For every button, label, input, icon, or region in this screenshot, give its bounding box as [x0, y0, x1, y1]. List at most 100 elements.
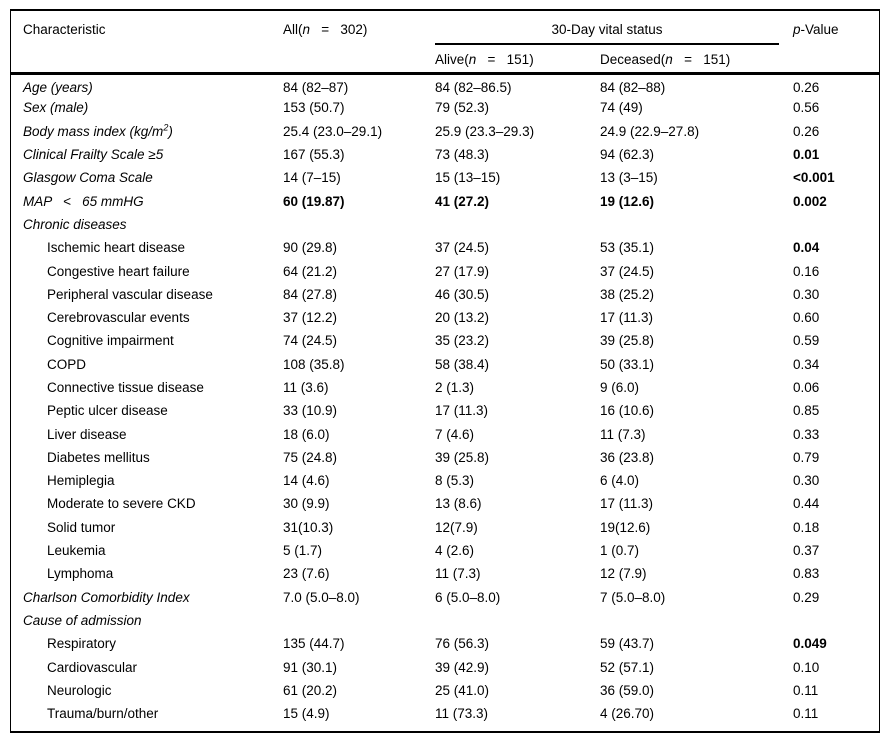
row-label: Congestive heart failure [11, 259, 283, 282]
p-value-cell: 0.60 [793, 310, 820, 326]
alive-value-cell: 58 (38.4) [435, 356, 490, 372]
row-label: Moderate to severe CKD [11, 492, 283, 515]
table-row: Solid tumor 31(10.3) 12(7.9) 19(12.6) 0.18 [11, 516, 879, 539]
alive-value-cell: 41 (27.2) [435, 193, 490, 209]
deceased-value-cell: 1 (0.7) [600, 543, 640, 559]
table-row: Glasgow Coma Scale 14 (7–15) 15 (13–15) 13 … [11, 166, 879, 189]
alive-value-cell: 17 (11.3) [435, 403, 489, 419]
table-header: Characteristic All(n = 302) 30-Day vital… [11, 11, 880, 73]
all-value-cell [283, 213, 435, 236]
table-row: Cardiovascular 91 (30.1) 39 (42.9) 52 (57.1… [11, 655, 879, 678]
all-value-cell: 33 (10.9) [283, 403, 338, 419]
all-value-cell: 64 (21.2) [283, 263, 338, 279]
deceased-value-cell [600, 213, 793, 236]
deceased-value-cell: 59 (43.7) [600, 636, 655, 652]
row-label: Respiratory [11, 632, 283, 655]
alive-value-cell: 39 (25.8) [435, 449, 490, 465]
alive-value-cell: 25 (41.0) [435, 682, 490, 698]
p-value-cell: 0.37 [793, 543, 820, 559]
row-label-suffix: ) [168, 123, 173, 139]
row-label-text: Chronic diseases [23, 216, 127, 232]
table-row: Charlson Comorbidity Index 7.0 (5.0–8.0) 6… [11, 586, 879, 609]
table-row: Cognitive impairment 74 (24.5) 35 (23.2) 39… [11, 329, 879, 352]
row-label: Lymphoma [11, 562, 283, 585]
row-label: Leukemia [11, 539, 283, 562]
p-value-cell: 0.002 [793, 193, 827, 209]
p-value-cell: 0.33 [793, 426, 820, 442]
alive-value-cell: 73 (48.3) [435, 147, 490, 163]
deceased-value-cell: 94 (62.3) [600, 147, 655, 163]
alive-value-cell: 4 (2.6) [435, 543, 475, 559]
p-value-cell: 0.30 [793, 286, 820, 302]
all-header-n: n [302, 22, 311, 37]
deceased-header-n: n [665, 52, 673, 67]
alive-value-cell: 37 (24.5) [435, 240, 490, 256]
p-value-cell: 0.10 [793, 659, 820, 675]
row-label: Trauma/burn/other [11, 702, 283, 725]
table-row: Liver disease 18 (6.0) 7 (4.6) 11 (7.3) 0.33 [11, 422, 879, 445]
all-value-cell [283, 609, 435, 632]
row-label-text: Trauma/burn/other [47, 706, 159, 722]
p-value-cell: 0.01 [793, 147, 820, 163]
table-row: Peptic ulcer disease 33 (10.9) 17 (11.3) 16… [11, 399, 879, 422]
all-value-cell: 153 (50.7) [283, 100, 345, 116]
row-label: COPD [11, 353, 283, 376]
table-row: Ischemic heart disease 90 (29.8) 37 (24.5)… [11, 236, 879, 259]
p-value-cell [793, 213, 879, 236]
all-value-cell: 37 (12.2) [283, 310, 338, 326]
table-row: Connective tissue disease 11 (3.6) 2 (1.3)… [11, 376, 879, 399]
alive-value-cell: 11 (73.3) [435, 706, 489, 722]
alive-value-cell: 46 (30.5) [435, 286, 490, 302]
row-label: MAP < 65 mmHG [11, 189, 283, 212]
p-value-cell: 0.59 [793, 333, 820, 349]
all-value-cell: 90 (29.8) [283, 240, 338, 256]
deceased-value-cell: 17 (11.3) [600, 310, 654, 326]
deceased-value-cell: 17 (11.3) [600, 496, 654, 512]
p-value-cell: 0.83 [793, 566, 820, 582]
all-value-cell: 74 (24.5) [283, 333, 338, 349]
all-value-cell: 30 (9.9) [283, 496, 330, 512]
p-value-cell: 0.049 [793, 636, 827, 652]
all-value-cell: 84 (82–87) [283, 79, 349, 95]
all-value-cell: 135 (44.7) [283, 636, 345, 652]
row-label: Charlson Comorbidity Index [11, 586, 283, 609]
table-row: Leukemia 5 (1.7) 4 (2.6) 1 (0.7) 0.37 [11, 539, 879, 562]
p-value-cell: 0.29 [793, 589, 820, 605]
all-value-cell: 15 (4.9) [283, 706, 330, 722]
table-row: Peripheral vascular disease 84 (27.8) 46 (… [11, 283, 879, 306]
alive-value-cell: 84 (82–86.5) [435, 79, 512, 95]
row-label-text: COPD [47, 356, 87, 372]
row-label-text: Lymphoma [47, 566, 114, 582]
characteristic-header-label: Characteristic [23, 22, 106, 37]
row-label-text: Solid tumor [47, 519, 116, 535]
all-header-prefix: All( [283, 22, 303, 37]
col-header-all: All(n = 302) [283, 11, 435, 73]
table-row: Sex (male) 153 (50.7) 79 (52.3) 74 (49) 0.56 [11, 96, 879, 119]
all-value-cell: 11 (3.6) [283, 380, 329, 395]
row-label: Age (years) [11, 73, 283, 96]
p-value-cell: 0.06 [793, 380, 820, 395]
row-label: Glasgow Coma Scale [11, 166, 283, 189]
col-header-deceased: Deceased(n = 151) [600, 45, 793, 73]
table-row: Respiratory 135 (44.7) 76 (56.3) 59 (43.7) 0… [11, 632, 879, 655]
row-label: Clinical Frailty Scale ≥5 [11, 143, 283, 166]
deceased-value-cell: 39 (25.8) [600, 333, 655, 349]
row-label-text: Peptic ulcer disease [47, 403, 168, 419]
row-label-text: Clinical Frailty Scale ≥5 [23, 147, 164, 163]
row-label: Diabetes mellitus [11, 446, 283, 469]
alive-value-cell: 79 (52.3) [435, 100, 490, 116]
alive-header-prefix: Alive( [435, 52, 469, 67]
table-row: Body mass index (kg/m2) 25.4 (23.0–29.1) 2… [11, 120, 879, 143]
deceased-value-cell: 12 (7.9) [600, 566, 647, 582]
p-value-cell: 0.11 [793, 706, 819, 722]
row-label-text: Liver disease [47, 426, 127, 442]
all-value-cell: 108 (35.8) [283, 356, 345, 372]
all-value-cell: 31(10.3) [283, 519, 334, 535]
alive-value-cell: 27 (17.9) [435, 263, 490, 279]
deceased-value-cell: 36 (59.0) [600, 682, 655, 698]
p-value-cell [793, 609, 879, 632]
row-label-text: Connective tissue disease [47, 380, 204, 395]
row-label-text: Charlson Comorbidity Index [23, 589, 190, 605]
all-header-rest: = 302) [310, 22, 368, 37]
